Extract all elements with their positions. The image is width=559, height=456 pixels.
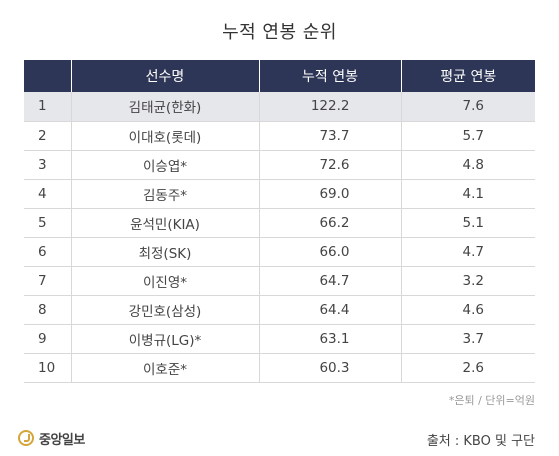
total-salary-cell: 60.3 xyxy=(258,353,401,384)
total-salary-cell: 64.4 xyxy=(258,295,401,326)
player-name-cell: 김동주* xyxy=(70,179,259,209)
total-salary-cell: 66.0 xyxy=(258,237,401,268)
table-row: 10 이호준* 60.3 2.6 xyxy=(24,353,535,384)
rank-cell: 3 xyxy=(24,150,71,180)
average-salary-cell: 4.6 xyxy=(400,295,535,326)
player-name-cell: 강민호(삼성) xyxy=(70,295,259,326)
rank-cell: 8 xyxy=(24,295,71,326)
average-salary-cell: 5.7 xyxy=(400,121,535,151)
player-name-cell: 이대호(롯데) xyxy=(70,121,259,151)
average-salary-cell: 5.1 xyxy=(400,208,535,238)
total-salary-cell: 69.0 xyxy=(258,179,401,209)
table-row: 8 강민호(삼성) 64.4 4.6 xyxy=(24,295,535,326)
total-salary-cell: 122.2 xyxy=(258,92,401,122)
rank-cell: 2 xyxy=(24,121,71,151)
average-salary-cell: 4.7 xyxy=(400,237,535,268)
rank-cell: 4 xyxy=(24,179,71,209)
average-salary-cell: 3.2 xyxy=(400,266,535,297)
average-salary-cell: 2.6 xyxy=(400,353,535,384)
player-name-cell: 김태균(한화) xyxy=(70,92,259,122)
table-row: 4 김동주* 69.0 4.1 xyxy=(24,179,535,209)
table-row: 1 김태균(한화) 122.2 7.6 xyxy=(24,92,535,122)
average-salary-cell: 4.8 xyxy=(400,150,535,180)
player-name-cell: 최정(SK) xyxy=(70,237,259,268)
player-name-cell: 이진영* xyxy=(70,266,259,297)
rank-cell: 10 xyxy=(24,353,71,384)
page-title: 누적 연봉 순위 xyxy=(222,22,337,43)
table-row: 9 이병규(LG)* 63.1 3.7 xyxy=(24,324,535,355)
total-salary-cell: 66.2 xyxy=(258,208,401,238)
average-salary-cell: 4.1 xyxy=(400,179,535,209)
player-name-cell: 이호준* xyxy=(70,353,259,384)
header-rank xyxy=(24,60,71,92)
total-salary-cell: 72.6 xyxy=(258,150,401,180)
total-salary-cell: 64.7 xyxy=(258,266,401,297)
rank-cell: 7 xyxy=(24,266,71,297)
publisher-logo-text: 중앙일보 xyxy=(39,432,85,448)
table-footnote: *은퇴 / 단위=억원 xyxy=(448,394,535,407)
total-salary-cell: 63.1 xyxy=(258,324,401,355)
joongang-logo-icon xyxy=(18,430,34,446)
rank-cell: 1 xyxy=(24,92,71,122)
publisher-logo: 중앙일보 xyxy=(18,427,85,449)
average-salary-cell: 7.6 xyxy=(400,92,535,122)
rank-cell: 5 xyxy=(24,208,71,238)
average-salary-cell: 3.7 xyxy=(400,324,535,355)
table-row: 3 이승엽* 72.6 4.8 xyxy=(24,150,535,180)
table-row: 2 이대호(롯데) 73.7 5.7 xyxy=(24,121,535,151)
header-total-salary: 누적 연봉 xyxy=(258,60,401,92)
rank-cell: 9 xyxy=(24,324,71,355)
table-row: 6 최정(SK) 66.0 4.7 xyxy=(24,237,535,268)
player-name-cell: 이승엽* xyxy=(70,150,259,180)
rank-cell: 6 xyxy=(24,237,71,268)
table-header-row: 선수명 누적 연봉 평균 연봉 xyxy=(24,60,535,92)
header-average-salary: 평균 연봉 xyxy=(400,60,535,92)
salary-ranking-table: 선수명 누적 연봉 평균 연봉 1 김태균(한화) 122.2 7.6 2 이대… xyxy=(24,60,535,384)
header-player-name: 선수명 xyxy=(70,60,259,92)
source-credit: 출처 : KBO 및 구단 xyxy=(426,434,535,449)
total-salary-cell: 73.7 xyxy=(258,121,401,151)
table-row: 5 윤석민(KIA) 66.2 5.1 xyxy=(24,208,535,238)
player-name-cell: 윤석민(KIA) xyxy=(70,208,259,238)
table-row: 7 이진영* 64.7 3.2 xyxy=(24,266,535,297)
footer: 중앙일보 출처 : KBO 및 구단 xyxy=(0,423,559,456)
player-name-cell: 이병규(LG)* xyxy=(70,324,259,355)
